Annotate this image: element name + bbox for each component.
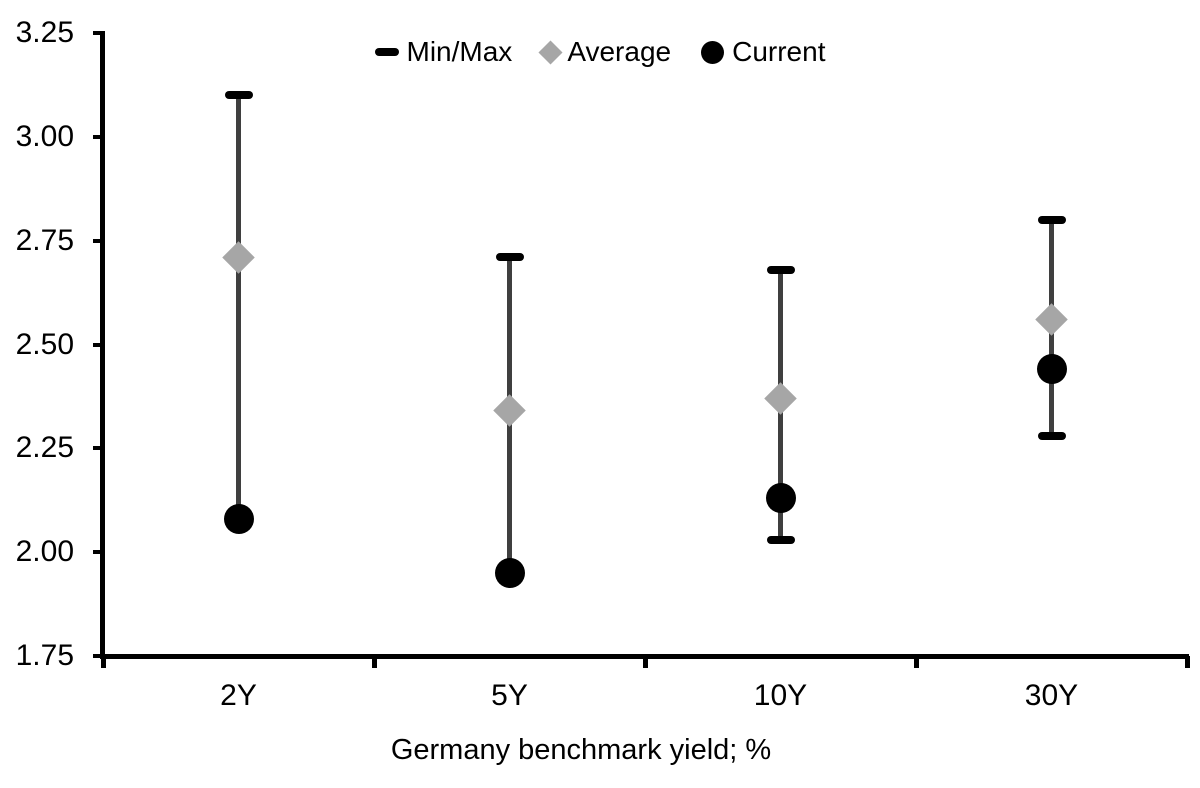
x-axis-title: Germany benchmark yield; %	[390, 734, 772, 766]
legend: Min/Max Average Current	[0, 34, 1200, 70]
average-marker	[493, 394, 526, 428]
average-marker	[764, 382, 797, 415]
max-cap	[224, 91, 253, 100]
min-cap	[766, 535, 795, 544]
max-cap	[495, 253, 524, 262]
y-axis-tick	[93, 550, 103, 555]
y-tick-label: 3.00	[15, 119, 74, 153]
legend-dash-icon	[374, 48, 399, 56]
y-axis-tick	[93, 134, 103, 139]
legend-circle-icon	[701, 40, 725, 64]
x-axis-tick	[913, 656, 919, 668]
min-cap	[1037, 431, 1066, 440]
max-cap	[766, 265, 795, 274]
x-tick-label: 30Y	[1024, 679, 1079, 712]
x-axis-tick	[1184, 656, 1190, 668]
y-tick-label: 2.50	[15, 327, 74, 361]
legend-label: Average	[567, 36, 672, 67]
current-marker	[494, 557, 525, 588]
legend-item: Average	[538, 34, 672, 70]
legend-label: Current	[732, 36, 826, 67]
y-axis-tick	[93, 31, 103, 35]
current-marker	[223, 503, 254, 534]
y-tick-label: 2.25	[15, 431, 74, 465]
max-cap	[1037, 215, 1066, 224]
x-tick-label: 5Y	[491, 679, 528, 712]
y-axis-tick	[93, 342, 103, 347]
legend-item: Min/Max	[374, 34, 513, 70]
y-tick-label: 3.25	[15, 16, 74, 49]
x-tick-label: 10Y	[753, 679, 808, 712]
average-marker	[1035, 303, 1068, 336]
x-axis-tick	[642, 656, 648, 668]
legend-item: Current	[701, 34, 825, 70]
y-tick-label: 2.00	[15, 535, 74, 569]
y-axis-tick	[93, 654, 103, 658]
x-axis-tick	[100, 656, 106, 668]
y-tick-label: 1.75	[15, 639, 74, 672]
current-marker	[765, 483, 796, 514]
x-tick-label: 2Y	[220, 679, 257, 712]
legend-diamond-icon	[538, 39, 563, 65]
y-axis-tick	[93, 238, 103, 243]
average-marker	[222, 241, 255, 274]
legend-label: Min/Max	[406, 36, 513, 67]
minmax-range-stem	[236, 95, 241, 519]
x-axis-tick	[371, 656, 377, 668]
y-axis-tick	[93, 446, 103, 451]
current-marker	[1036, 354, 1067, 385]
y-tick-label: 2.75	[15, 223, 74, 257]
